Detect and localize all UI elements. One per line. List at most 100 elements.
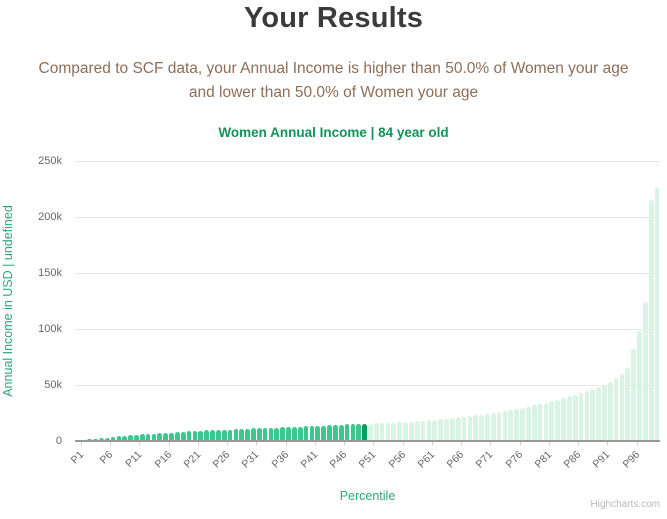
- chart-bar-P21[interactable]: [192, 431, 198, 441]
- chart-bar-P17[interactable]: [169, 432, 174, 441]
- chart-bar-P43[interactable]: [321, 425, 326, 441]
- chart-bar-P15[interactable]: [157, 433, 163, 441]
- chart-bar-P61[interactable]: [426, 420, 432, 441]
- chart-bar-P62[interactable]: [432, 419, 438, 441]
- chart-bar-P9[interactable]: [122, 435, 128, 441]
- chart-bar-P57[interactable]: [403, 421, 408, 441]
- chart-bar-P48[interactable]: [350, 424, 356, 441]
- chart-bar-P26[interactable]: [221, 429, 227, 441]
- chart-bar-P85[interactable]: [566, 396, 572, 441]
- chart-bar-P35[interactable]: [274, 427, 280, 441]
- chart-bar-P92[interactable]: [607, 381, 613, 441]
- chart-bar-P46[interactable]: [338, 424, 344, 441]
- chart-bar-P93[interactable]: [613, 378, 619, 441]
- chart-bar-P44[interactable]: [327, 425, 332, 441]
- chart-bar-P49[interactable]: [356, 423, 362, 441]
- chart-bar-P40[interactable]: [303, 426, 309, 441]
- chart-bar-P84[interactable]: [561, 397, 566, 441]
- chart-bar-P31[interactable]: [251, 428, 256, 441]
- chart-bar-P37[interactable]: [286, 427, 291, 441]
- chart-bar-P94[interactable]: [619, 373, 625, 441]
- chart-bar-P6[interactable]: [104, 437, 110, 441]
- chart-bar-P99[interactable]: [648, 200, 654, 441]
- chart-bar-P55[interactable]: [391, 422, 397, 441]
- x-axis-line: [75, 440, 660, 442]
- chart-bar-P53[interactable]: [379, 423, 385, 441]
- chart-bar-P69[interactable]: [473, 415, 479, 441]
- chart-bar-P39[interactable]: [297, 426, 303, 441]
- chart-bar-P58[interactable]: [409, 421, 414, 441]
- chart-bar-P68[interactable]: [467, 416, 473, 441]
- chart-bar-P22[interactable]: [198, 430, 204, 441]
- chart-bar-P89[interactable]: [590, 389, 596, 441]
- chart-bar-P77[interactable]: [520, 407, 525, 441]
- chart-bar-P75[interactable]: [508, 410, 514, 441]
- chart-bar-P30[interactable]: [245, 428, 250, 441]
- chart-bar-P12[interactable]: [139, 434, 145, 441]
- chart-bar-P66[interactable]: [455, 417, 461, 441]
- chart-bar-P95[interactable]: [625, 368, 631, 441]
- chart-bar-P33[interactable]: [262, 428, 268, 441]
- chart-bar-P51[interactable]: [368, 423, 373, 441]
- chart-bar-P23[interactable]: [204, 430, 209, 441]
- chart-bar-P7[interactable]: [110, 436, 116, 441]
- chart-bar-P10[interactable]: [128, 435, 133, 441]
- chart-bar-P59[interactable]: [414, 421, 420, 441]
- chart-bar-P52[interactable]: [373, 423, 379, 441]
- chart-bar-P100[interactable]: [654, 187, 660, 441]
- chart-bar-P87[interactable]: [578, 392, 584, 441]
- chart-bar-P16[interactable]: [163, 432, 168, 441]
- chart-bar-P88[interactable]: [584, 391, 590, 441]
- chart-bar-P11[interactable]: [134, 434, 139, 441]
- highcharts-credits-link[interactable]: Highcharts.com: [590, 499, 660, 510]
- chart-bar-P38[interactable]: [292, 426, 297, 441]
- chart-bar-P8[interactable]: [116, 436, 122, 441]
- chart-bar-P65[interactable]: [449, 418, 455, 441]
- chart-bar-P71[interactable]: [485, 413, 490, 441]
- chart-bar-P60[interactable]: [420, 420, 426, 441]
- chart-bar-P63[interactable]: [438, 419, 443, 441]
- chart-bar-P13[interactable]: [145, 433, 151, 441]
- chart-bar-P67[interactable]: [461, 416, 467, 441]
- chart-bar-P78[interactable]: [526, 406, 531, 441]
- chart-bar-P29[interactable]: [239, 429, 245, 441]
- chart-bar-P20[interactable]: [186, 431, 192, 441]
- chart-bar-P97[interactable]: [637, 331, 642, 441]
- chart-bar-P64[interactable]: [444, 418, 449, 441]
- chart-bar-P72[interactable]: [490, 413, 496, 441]
- chart-bar-P82[interactable]: [549, 401, 555, 441]
- chart-bar-P81[interactable]: [543, 402, 549, 441]
- chart-bar-P70[interactable]: [479, 414, 484, 441]
- chart-bar-P73[interactable]: [496, 412, 502, 441]
- chart-bar-P76[interactable]: [514, 408, 519, 441]
- chart-bar-P24[interactable]: [210, 430, 215, 441]
- chart-bar-P56[interactable]: [397, 422, 402, 441]
- chart-bar-P96[interactable]: [631, 349, 636, 441]
- chart-bar-P54[interactable]: [385, 422, 391, 441]
- chart-bar-P80[interactable]: [537, 404, 543, 441]
- chart-bar-P90[interactable]: [596, 387, 601, 441]
- chart-bar-P41[interactable]: [309, 426, 315, 441]
- chart-bar-P79[interactable]: [531, 405, 537, 441]
- chart-bar-P5[interactable]: [98, 438, 104, 441]
- chart-bar-P42[interactable]: [315, 425, 321, 441]
- chart-bar-P4[interactable]: [93, 438, 98, 441]
- chart-bar-P74[interactable]: [502, 411, 508, 441]
- chart-bar-P86[interactable]: [572, 394, 578, 441]
- chart-bar-P45[interactable]: [332, 425, 338, 441]
- chart-bar-P28[interactable]: [233, 429, 239, 441]
- chart-bar-P19[interactable]: [180, 431, 186, 441]
- chart-bar-P32[interactable]: [256, 428, 262, 441]
- chart-bar-P27[interactable]: [227, 429, 233, 441]
- chart-bar-P18[interactable]: [175, 432, 180, 441]
- chart-bar-P83[interactable]: [555, 399, 560, 441]
- chart-bar-P36[interactable]: [280, 427, 285, 441]
- chart-bar-P91[interactable]: [602, 385, 607, 441]
- chart-bar-P14[interactable]: [151, 433, 157, 441]
- chart-bar-P25[interactable]: [215, 430, 221, 441]
- chart-bar-P50[interactable]: [362, 423, 367, 441]
- gridline-200k: [75, 217, 660, 218]
- chart-bar-P98[interactable]: [643, 302, 648, 441]
- chart-bar-P34[interactable]: [268, 427, 274, 441]
- chart-bar-P47[interactable]: [344, 424, 350, 441]
